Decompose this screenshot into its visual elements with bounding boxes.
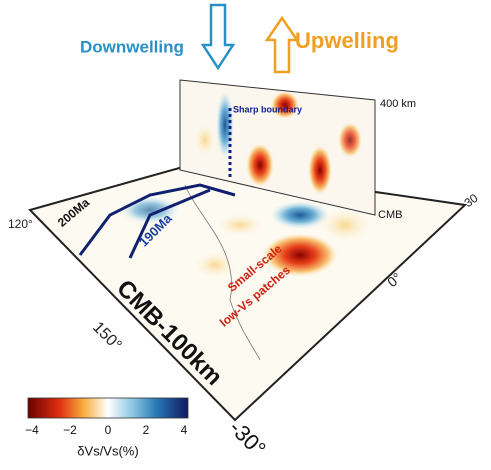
colorbar-tick-label: 2 [143,423,150,437]
figure: Sharp boundary 400 km CMB Downwelling Up… [0,0,491,470]
depth-label: 400 km [380,98,416,110]
latitude: 30 [462,191,481,210]
upwelling-label: Upwelling [295,28,399,53]
up-arrow [267,18,297,72]
latitude: -30° [224,415,270,461]
boundary-label: Sharp boundary [233,104,302,114]
anomaly [338,122,362,158]
anomaly [193,122,217,158]
anomaly [215,213,265,237]
anomaly [308,145,332,195]
colorbar-tick-label: −2 [63,423,77,437]
colorbar-label: δVs/Vs(%) [77,443,138,458]
anomaly [193,251,237,279]
down-arrow [203,5,233,68]
anomaly [246,143,274,187]
anomaly [216,90,234,160]
colorbar [28,398,188,418]
downwelling-label: Downwelling [80,37,184,56]
colorbar-tick-label: −4 [25,423,39,437]
colorbar-tick-label: 4 [181,423,188,437]
colorbar-tick-label: 0 [105,423,112,437]
longitude: 120° [8,217,33,231]
colorbar-ticks: −4 −2 0 2 4 [25,423,188,437]
depth-label: CMB [378,209,402,221]
longitude: 150° [89,319,124,354]
